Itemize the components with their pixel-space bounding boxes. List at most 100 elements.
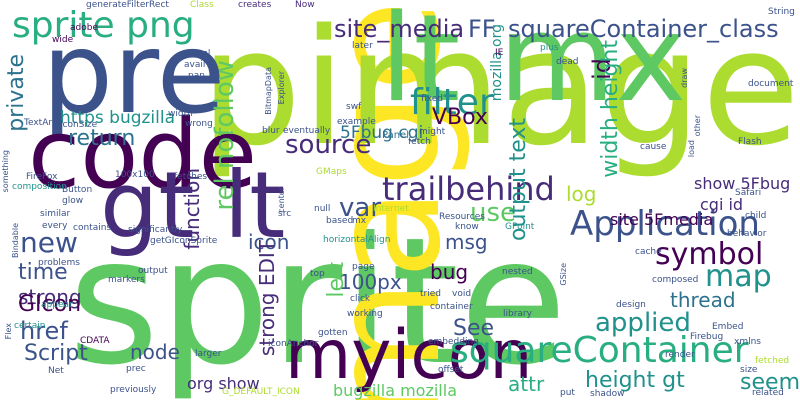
word-iconanchor: iconAnchor	[268, 339, 319, 349]
word-pimage: pimage	[200, 0, 800, 181]
word-top: top	[310, 269, 325, 279]
word-put: put	[560, 388, 575, 398]
word-panel: Panel	[382, 130, 409, 141]
word-height-gt: height gt	[585, 368, 685, 393]
word-script: Script	[24, 341, 88, 366]
word-return: return	[68, 126, 136, 151]
word-flex: Flex	[4, 323, 13, 340]
word-based: based	[326, 216, 354, 226]
word-mxml: mxml	[185, 49, 211, 59]
word-mx: mx	[352, 216, 367, 226]
word-offset: offset	[438, 365, 464, 375]
word-now: Now	[295, 0, 315, 10]
word-gmaps: GMaps	[316, 167, 347, 177]
word-know: know	[455, 222, 479, 232]
word-code: code	[28, 100, 258, 210]
word-behavior: behavior	[727, 229, 767, 239]
word-left: left	[324, 262, 349, 298]
word-ff: FF	[468, 15, 496, 43]
word-something: something	[1, 150, 10, 193]
word-thread: thread	[670, 288, 736, 312]
word-problems: problems	[38, 258, 80, 268]
word-sprite-png: sprite png	[12, 5, 195, 46]
word-myicon: myicon	[285, 316, 533, 395]
word-new: new	[20, 226, 78, 259]
word-adobe: adobe	[70, 23, 98, 33]
word-bugzilla-mozilla: bugzilla mozilla	[333, 381, 457, 400]
word-string: String	[768, 7, 795, 17]
word-ie: IE	[495, 48, 504, 58]
word-internet: Internet	[373, 204, 409, 214]
word-safari: Safari	[735, 188, 762, 198]
word-blur: blur	[262, 126, 280, 136]
word-strong: strong	[18, 285, 82, 309]
word-100px: 100px	[339, 270, 402, 294]
word-source: source	[285, 130, 372, 160]
word-markers: markers	[108, 275, 145, 285]
word-class: Class	[190, 0, 214, 10]
word-fetch: fetch	[408, 137, 431, 147]
word-button: Button	[62, 185, 93, 195]
word-plus: plus	[540, 43, 559, 53]
word-getgiconsprite: getGIconSprite	[150, 236, 218, 246]
word-symbol: symbol	[655, 237, 764, 272]
word-horizontalalign: horizontalAlign	[323, 235, 391, 245]
word-container: container	[430, 302, 473, 312]
word-cgi-id: cgi id	[700, 195, 744, 214]
word-pan: pan	[188, 71, 205, 81]
word-rel-nofollow: rel nofollow	[210, 60, 240, 211]
word-xmlns: xmlns	[734, 337, 761, 347]
word-related: related	[752, 388, 784, 398]
word-org-show: org show	[187, 374, 260, 393]
word-click: click	[350, 294, 371, 304]
word-src: src	[278, 209, 292, 219]
word-node: node	[130, 340, 180, 364]
word-show-5fbug: show 5Fbug	[694, 174, 791, 193]
word-gicon: GIcon	[18, 292, 82, 317]
word-iconsize: iconSize	[60, 120, 98, 130]
word-squarecontainer-class: squareContainer_class	[508, 15, 779, 43]
word-site-media: site_media	[334, 15, 465, 43]
word-appear: appear	[41, 300, 73, 310]
word-application: Application	[570, 204, 760, 244]
word-document: document	[748, 79, 794, 89]
word-lt-mx: lt mx	[380, 0, 687, 129]
word-var: var	[339, 193, 382, 223]
word-100x100: 100x100	[115, 170, 155, 180]
word-later: later	[352, 41, 373, 51]
word-composed: composed	[652, 275, 699, 285]
word-output: output	[138, 266, 168, 276]
word-avail: avail	[184, 60, 206, 70]
word-gotten: gotten	[318, 328, 348, 338]
word-mozilla-org: mozilla org	[489, 24, 505, 102]
word-resources: Resources	[439, 212, 485, 222]
word-firefox: FireFox	[26, 172, 58, 182]
word-wide: wide	[52, 35, 74, 45]
word-net: Net	[48, 366, 64, 376]
word-design: design	[616, 300, 646, 310]
word-eventually: eventually	[283, 126, 331, 136]
word-glow: glow	[62, 196, 84, 206]
word-swf: swf	[346, 102, 362, 112]
word-tried: tried	[420, 289, 441, 299]
word-log: log	[566, 182, 597, 206]
word-cdata: CDATA	[80, 336, 110, 346]
word-bitmapdata: BitmapData	[264, 67, 273, 115]
word-flash: Flash	[738, 137, 762, 147]
word-firebug: Firebug	[690, 332, 724, 342]
word-previously: previously	[110, 385, 157, 395]
word-icon: icon	[248, 230, 290, 254]
word-render: render	[665, 350, 695, 360]
word-embedding: embedding	[428, 337, 479, 347]
word-null: null	[314, 204, 331, 214]
word-gt-lt: gt lt	[100, 152, 286, 259]
word-child: child	[745, 211, 767, 221]
word-fixed: fixed	[421, 94, 443, 104]
word-5fbug-cgi: 5Fbug cgi	[340, 123, 424, 143]
word-draw: draw	[680, 68, 689, 88]
word-dead: dead	[556, 57, 579, 67]
word-contains: contains	[73, 223, 112, 233]
word-similar: similar	[40, 209, 71, 219]
word-every: every	[42, 221, 68, 231]
word-https-bugzilla: https bugzilla	[60, 108, 176, 128]
